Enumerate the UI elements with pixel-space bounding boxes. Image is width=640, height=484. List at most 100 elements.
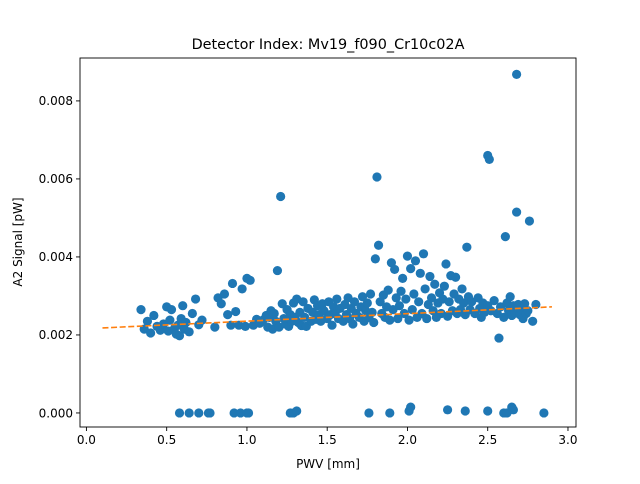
data-point bbox=[418, 249, 429, 259]
data-point bbox=[187, 308, 197, 319]
data-point bbox=[459, 298, 469, 308]
data-point bbox=[226, 320, 236, 330]
data-point bbox=[528, 316, 538, 326]
data-point bbox=[383, 285, 393, 295]
data-point bbox=[494, 333, 504, 343]
data-point bbox=[398, 273, 408, 283]
data-point bbox=[394, 301, 405, 311]
x-tick-label: 1.5 bbox=[318, 433, 337, 447]
data-point bbox=[216, 299, 226, 309]
data-point bbox=[174, 408, 185, 418]
data-point bbox=[512, 207, 522, 217]
axes-frame bbox=[79, 57, 577, 428]
data-point bbox=[298, 297, 308, 307]
data-point bbox=[136, 304, 146, 315]
data-point bbox=[272, 265, 283, 276]
data-point bbox=[205, 408, 215, 418]
data-point bbox=[531, 299, 541, 310]
data-point bbox=[420, 284, 430, 294]
data-point bbox=[390, 264, 400, 275]
data-point bbox=[349, 297, 360, 307]
data-point bbox=[414, 297, 424, 307]
data-point bbox=[406, 264, 416, 274]
data-point bbox=[327, 320, 337, 330]
data-point bbox=[462, 242, 472, 252]
data-point bbox=[190, 294, 201, 304]
data-point bbox=[373, 240, 384, 250]
data-point bbox=[499, 312, 509, 322]
data-point bbox=[502, 408, 512, 418]
data-point bbox=[365, 289, 376, 299]
chart-title: Detector Index: Mv19_f090_Cr10c02A bbox=[192, 37, 465, 53]
y-tick-label: 0.008 bbox=[39, 94, 73, 108]
data-point bbox=[219, 289, 230, 299]
data-point bbox=[240, 321, 250, 331]
x-tick-label: 2.0 bbox=[398, 433, 417, 447]
data-point bbox=[444, 297, 454, 307]
data-point bbox=[441, 259, 451, 269]
data-point bbox=[348, 319, 358, 329]
data-point bbox=[457, 284, 467, 294]
data-point bbox=[460, 406, 470, 416]
data-point bbox=[406, 402, 416, 412]
data-point bbox=[489, 296, 499, 306]
data-point bbox=[483, 406, 493, 416]
data-point bbox=[410, 256, 421, 266]
plot-area bbox=[102, 69, 552, 418]
x-tick-label: 0.0 bbox=[77, 433, 96, 447]
y-axis-label: A2 Signal [pW] bbox=[11, 197, 25, 286]
data-point bbox=[415, 268, 425, 278]
data-point bbox=[484, 154, 494, 165]
x-tick-label: 3.0 bbox=[558, 433, 577, 447]
data-point bbox=[245, 275, 255, 285]
data-point bbox=[512, 69, 522, 79]
x-tick-label: 1.0 bbox=[237, 433, 256, 447]
y-tick-label: 0.000 bbox=[39, 406, 73, 420]
data-point bbox=[407, 304, 417, 315]
axes: 0.0 0.5 1.0 1.5 2.0 2.5 3.0 0.000 0.002 0.004 0.00… bbox=[39, 57, 578, 447]
data-layer bbox=[102, 69, 552, 418]
data-point bbox=[181, 317, 191, 328]
data-point bbox=[539, 408, 549, 418]
data-point bbox=[393, 313, 403, 324]
data-point bbox=[269, 308, 279, 319]
data-point bbox=[500, 232, 510, 242]
data-point bbox=[142, 316, 153, 326]
data-point bbox=[396, 286, 406, 296]
data-point bbox=[197, 315, 207, 325]
data-point bbox=[524, 216, 535, 226]
data-point bbox=[223, 310, 233, 320]
data-point bbox=[370, 254, 380, 264]
data-point bbox=[229, 408, 239, 418]
data-point bbox=[369, 317, 379, 328]
data-point bbox=[174, 331, 185, 341]
y-tick-label: 0.002 bbox=[39, 328, 73, 342]
data-point bbox=[210, 322, 220, 332]
data-point bbox=[166, 304, 177, 315]
data-point bbox=[426, 293, 437, 303]
fit-line bbox=[102, 306, 552, 329]
x-tick-label: 2.5 bbox=[478, 433, 497, 447]
data-point bbox=[184, 327, 194, 337]
x-axis-label: PWV [mm] bbox=[296, 457, 360, 471]
data-point bbox=[364, 408, 374, 418]
data-point bbox=[401, 294, 411, 304]
data-point bbox=[332, 294, 342, 304]
data-point bbox=[372, 172, 382, 182]
data-point bbox=[391, 293, 401, 303]
data-point bbox=[430, 279, 440, 289]
data-point bbox=[362, 298, 372, 308]
data-point bbox=[520, 299, 530, 309]
data-point bbox=[422, 313, 432, 324]
data-point bbox=[451, 272, 461, 282]
y-tick-label: 0.004 bbox=[39, 250, 73, 264]
data-point bbox=[402, 251, 413, 261]
data-point bbox=[235, 408, 246, 418]
data-point bbox=[385, 408, 395, 418]
data-point bbox=[409, 289, 419, 299]
data-point bbox=[149, 310, 159, 321]
data-point bbox=[439, 281, 449, 291]
data-point bbox=[165, 315, 175, 325]
